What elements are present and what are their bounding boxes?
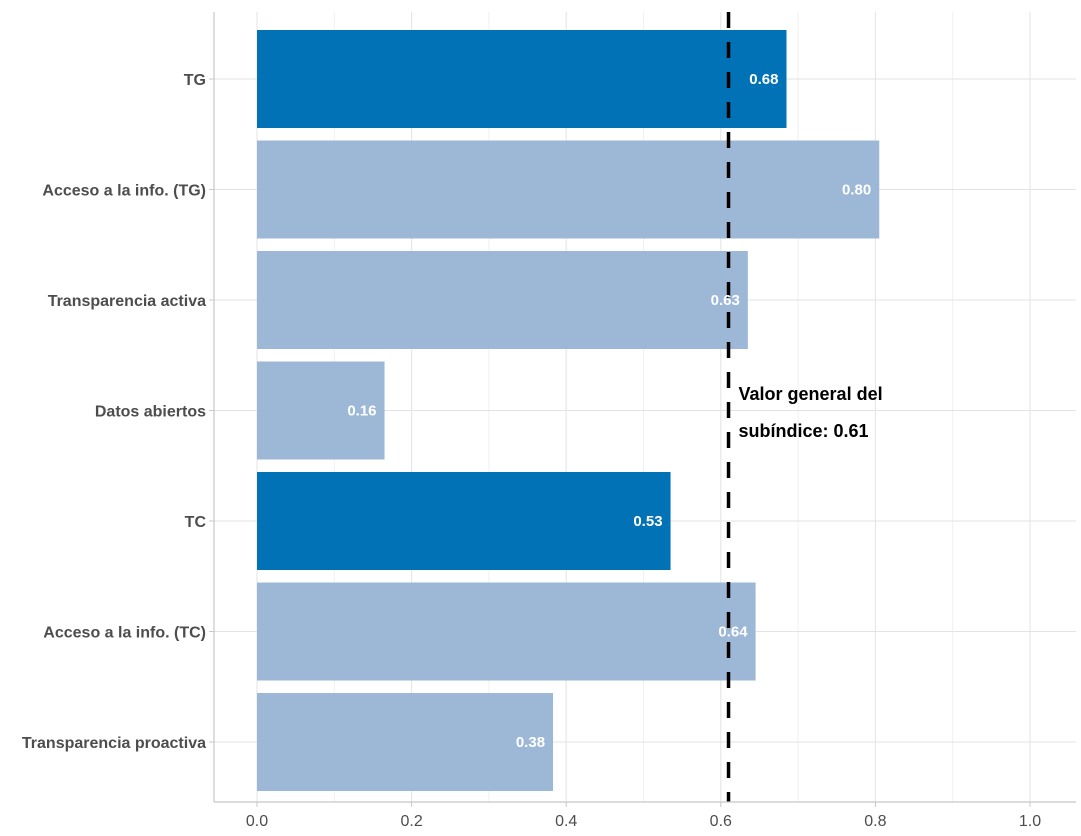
- tick-labels: 0.0 0.2 0.4 0.6 0.8 1.0: [246, 813, 1041, 830]
- value-labels: 0.68 0.80 0.63 0.16 0.53 0.64 0.38: [347, 71, 871, 751]
- x-tick-label: 1.0: [1019, 813, 1041, 830]
- data-label: 0.63: [711, 292, 740, 309]
- x-tick-label: 0.2: [400, 813, 422, 830]
- data-label: 0.80: [842, 182, 871, 199]
- bars: [257, 30, 880, 791]
- axes: [209, 12, 1076, 807]
- bar: [257, 30, 787, 128]
- reference-annotation: Valor general del subíndice: 0.61: [739, 384, 883, 441]
- category-label: TG: [184, 72, 206, 89]
- bar: [257, 140, 880, 239]
- category-label: TC: [185, 514, 207, 531]
- x-tick-label: 0.0: [246, 813, 268, 830]
- bar: [257, 472, 671, 570]
- bar: [257, 361, 385, 460]
- category-label: Transparencia activa: [48, 293, 206, 310]
- data-label: 0.68: [749, 71, 778, 88]
- x-tick-label: 0.8: [864, 813, 886, 830]
- data-label: 0.53: [633, 513, 662, 530]
- category-label: Transparencia proactiva: [22, 735, 206, 752]
- data-label: 0.16: [347, 403, 376, 420]
- reference-line-label: subíndice: 0.61: [739, 421, 869, 441]
- x-tick-label: 0.4: [555, 813, 577, 830]
- category-label: Acceso a la info. (TC): [43, 625, 206, 642]
- data-label: 0.64: [718, 624, 748, 641]
- reference-line-label: Valor general del: [739, 384, 883, 404]
- category-labels: TG Acceso a la info. (TG) Transparencia ac…: [22, 72, 207, 752]
- data-label: 0.38: [516, 734, 545, 751]
- bar: [257, 582, 756, 681]
- x-tick-label: 0.6: [710, 813, 732, 830]
- category-label: Acceso a la info. (TG): [42, 183, 206, 200]
- bar: [257, 693, 554, 791]
- category-label: Datos abiertos: [95, 404, 206, 421]
- bar: [257, 251, 748, 349]
